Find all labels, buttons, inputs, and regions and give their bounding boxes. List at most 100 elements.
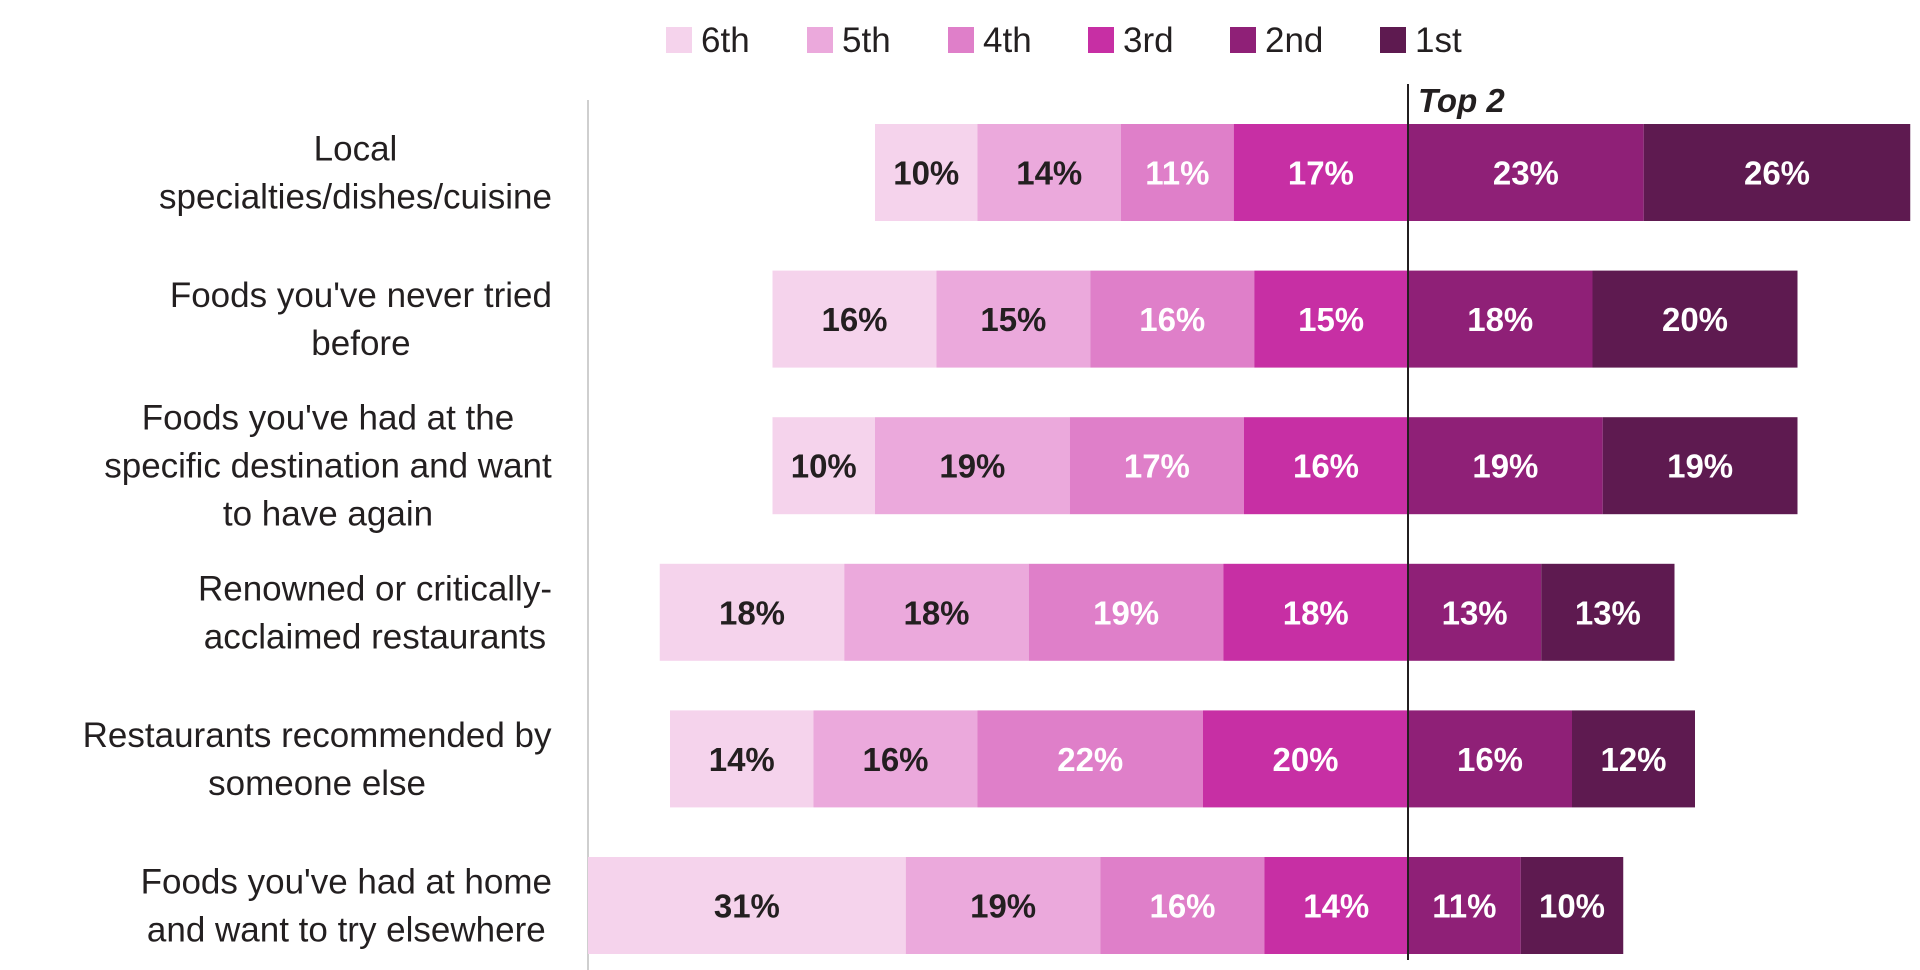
bar-row: 31% 19% 16% 14% 11% 10% (588, 857, 1624, 954)
data-label-5th: 15% (980, 301, 1046, 338)
data-label-6th: 16% (821, 301, 887, 338)
legend-swatch-4th (948, 27, 974, 53)
data-label-2nd: 23% (1493, 155, 1559, 192)
bar-segment-4th (1090, 270, 1255, 368)
bar-segment-1st (1541, 563, 1675, 661)
data-label-1st: 12% (1600, 741, 1666, 778)
bar-segment-6th (588, 857, 906, 954)
category-label: Local specialties/dishes/cuisine (159, 130, 552, 217)
bar-segment-6th (670, 710, 814, 808)
bar-segment-1st (1572, 710, 1695, 808)
category-label: Foods you've never tried before (170, 276, 552, 363)
data-label-3rd: 17% (1288, 155, 1354, 192)
bar-segment-1st (1643, 124, 1911, 221)
legend-label-6th: 6th (701, 21, 750, 60)
bar-row: 10% 19% 17% 16% 19% 19% (772, 417, 1798, 515)
legend-label-5th: 5th (842, 21, 891, 60)
data-label-6th: 14% (709, 741, 775, 778)
bar-row: 18% 18% 19% 18% 13% 13% (659, 563, 1675, 661)
bar-segment-2nd (1408, 270, 1593, 368)
data-label-2nd: 11% (1432, 888, 1496, 925)
data-label-5th: 14% (1016, 155, 1082, 192)
category-label: Foods you've had at home and want to try … (141, 863, 552, 950)
bar-segment-4th (1069, 417, 1244, 515)
data-label-3rd: 20% (1272, 741, 1338, 778)
data-label-5th: 19% (939, 448, 1005, 485)
data-label-1st: 20% (1662, 301, 1728, 338)
bar-segment-4th (1121, 124, 1234, 221)
data-label-4th: 16% (1139, 301, 1205, 338)
data-label-6th: 18% (719, 594, 785, 631)
bar-segment-6th (772, 417, 875, 515)
data-label-3rd: 18% (1283, 594, 1349, 631)
bar-segment-1st (1520, 857, 1624, 954)
bar-segment-4th (1100, 857, 1265, 954)
bar-row: 16% 15% 16% 15% 18% 20% (772, 270, 1798, 368)
bar-row: 14% 16% 22% 20% 16% 12% (670, 710, 1695, 808)
legend-label-2nd: 2nd (1265, 21, 1323, 60)
bar-segment-4th (1028, 563, 1224, 661)
data-label-4th: 16% (1149, 888, 1215, 925)
bar-segment-5th (936, 270, 1091, 368)
data-label-1st: 26% (1744, 155, 1810, 192)
bar-segment-1st (1592, 270, 1798, 368)
data-label-2nd: 18% (1467, 301, 1533, 338)
data-label-4th: 19% (1093, 594, 1159, 631)
category-label: Foods you've had at the specific destinat… (104, 399, 552, 534)
legend-swatch-2nd (1230, 27, 1256, 53)
bar-segment-3rd (1244, 417, 1408, 515)
bar-segment-5th (813, 710, 978, 808)
bar-segment-2nd (1408, 417, 1603, 515)
data-label-4th: 17% (1124, 448, 1190, 485)
bar-segment-3rd (1233, 124, 1408, 221)
data-label-6th: 31% (714, 888, 780, 925)
legend-label-3rd: 3rd (1123, 21, 1174, 60)
legend-label-4th: 4th (983, 21, 1032, 60)
bars: 10% 14% 11% 17% 23% 26%16% 15% 16% 15% 18% 20%10% 1… (588, 124, 1911, 954)
data-label-6th: 10% (791, 448, 857, 485)
legend-swatch-1st (1380, 27, 1406, 53)
category-label: Renowned or critically-acclaimed restaur… (198, 569, 552, 656)
data-label-6th: 10% (893, 155, 959, 192)
legend-swatch-6th (666, 27, 692, 53)
bar-segment-2nd (1408, 857, 1521, 954)
bar-row: 10% 14% 11% 17% 23% 26% (875, 124, 1911, 221)
bar-segment-4th (977, 710, 1203, 808)
category-label: Restaurants recommended by someone else (83, 716, 552, 803)
data-label-3rd: 14% (1303, 888, 1369, 925)
bar-segment-6th (875, 124, 978, 221)
data-label-5th: 18% (903, 594, 969, 631)
data-label-1st: 19% (1667, 448, 1733, 485)
bar-segment-1st (1602, 417, 1798, 515)
data-label-2nd: 13% (1442, 594, 1508, 631)
data-label-1st: 10% (1539, 888, 1605, 925)
data-label-1st: 13% (1575, 594, 1641, 631)
top2-label: Top 2 (1418, 82, 1505, 119)
legend-label-1st: 1st (1415, 21, 1462, 60)
bar-segment-2nd (1408, 124, 1644, 221)
bar-segment-3rd (1203, 710, 1408, 808)
bar-segment-3rd (1254, 270, 1408, 368)
legend: 6th 5th 4th 3rd 2nd 1st (666, 21, 1462, 60)
data-label-3rd: 15% (1298, 301, 1364, 338)
legend-swatch-5th (807, 27, 833, 53)
bar-segment-5th (844, 563, 1029, 661)
bar-segment-3rd (1223, 563, 1408, 661)
bar-segment-3rd (1264, 857, 1408, 954)
data-label-4th: 11% (1145, 155, 1209, 192)
bar-segment-5th (977, 124, 1121, 221)
data-label-3rd: 16% (1293, 448, 1359, 485)
legend-swatch-3rd (1088, 27, 1114, 53)
data-label-2nd: 19% (1472, 448, 1538, 485)
bar-segment-5th (875, 417, 1070, 515)
bar-segment-5th (905, 857, 1101, 954)
data-label-4th: 22% (1057, 741, 1123, 778)
category-labels: Local specialties/dishes/cuisine Foods you… (83, 130, 552, 950)
data-label-5th: 16% (862, 741, 928, 778)
data-label-5th: 19% (970, 888, 1036, 925)
data-label-2nd: 16% (1457, 741, 1523, 778)
bar-segment-6th (659, 563, 845, 661)
top2-reference: Top 2 (1407, 82, 1505, 960)
bar-segment-2nd (1408, 710, 1572, 808)
